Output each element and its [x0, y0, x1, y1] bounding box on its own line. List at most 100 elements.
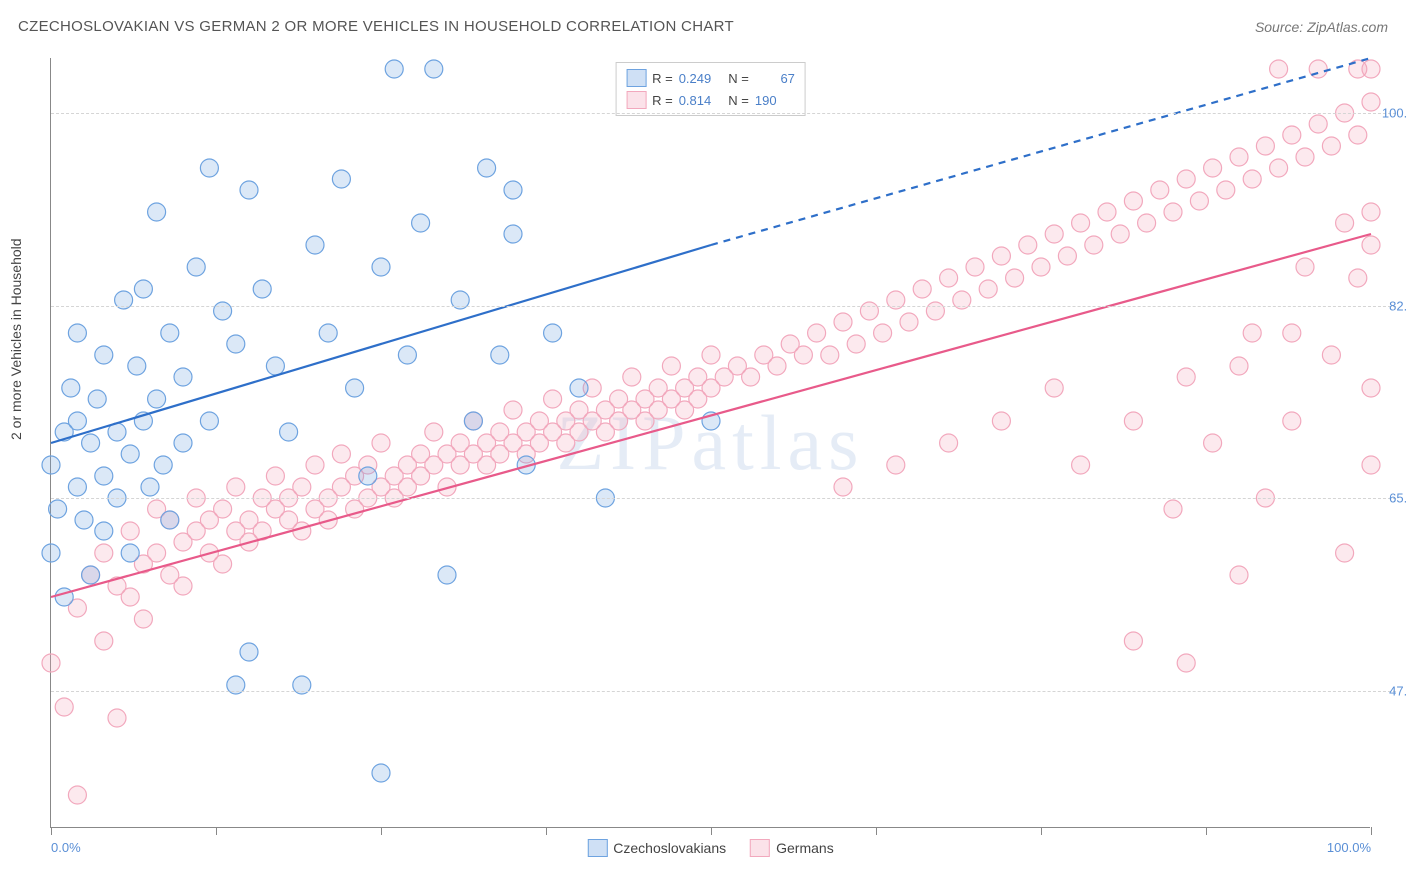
data-point	[1124, 412, 1142, 430]
data-point	[372, 764, 390, 782]
data-point	[372, 258, 390, 276]
data-point	[1190, 192, 1208, 210]
data-point	[68, 478, 86, 496]
data-point	[992, 247, 1010, 265]
data-point	[306, 236, 324, 254]
data-point	[42, 456, 60, 474]
data-point	[95, 632, 113, 650]
trend-line	[51, 234, 1371, 597]
data-point	[95, 544, 113, 562]
data-point	[1283, 412, 1301, 430]
data-point	[68, 324, 86, 342]
data-point	[1204, 159, 1222, 177]
scatter-plot-svg	[51, 58, 1370, 827]
data-point	[1124, 632, 1142, 650]
x-tick-label: 100.0%	[1327, 840, 1371, 855]
data-point	[1296, 258, 1314, 276]
data-point	[227, 478, 245, 496]
data-point	[438, 566, 456, 584]
legend-label-german: Germans	[776, 840, 834, 856]
data-point	[88, 390, 106, 408]
data-point	[1362, 203, 1380, 221]
data-point	[121, 544, 139, 562]
data-point	[1124, 192, 1142, 210]
legend-swatch-czech-icon	[587, 839, 607, 857]
data-point	[49, 500, 67, 518]
data-point	[1072, 214, 1090, 232]
y-tick-label: 100.0%	[1382, 106, 1406, 121]
data-point	[214, 500, 232, 518]
data-point	[1362, 236, 1380, 254]
data-point	[623, 368, 641, 386]
data-point	[174, 434, 192, 452]
data-point	[121, 445, 139, 463]
legend-swatch-czech	[626, 69, 646, 87]
data-point	[1151, 181, 1169, 199]
data-point	[1362, 60, 1380, 78]
data-point	[42, 654, 60, 672]
data-point	[154, 456, 172, 474]
data-point	[62, 379, 80, 397]
data-point	[1296, 148, 1314, 166]
data-point	[570, 379, 588, 397]
data-point	[68, 786, 86, 804]
data-point	[280, 423, 298, 441]
data-point	[346, 379, 364, 397]
data-point	[1243, 170, 1261, 188]
data-point	[385, 60, 403, 78]
data-point	[1230, 357, 1248, 375]
data-point	[1177, 654, 1195, 672]
data-point	[1045, 379, 1063, 397]
data-point	[847, 335, 865, 353]
data-point	[1309, 115, 1327, 133]
data-point	[148, 203, 166, 221]
data-point	[966, 258, 984, 276]
data-point	[1072, 456, 1090, 474]
data-point	[491, 346, 509, 364]
data-point	[68, 412, 86, 430]
data-point	[1256, 137, 1274, 155]
data-point	[874, 324, 892, 342]
data-point	[1270, 60, 1288, 78]
data-point	[1349, 269, 1367, 287]
data-point	[662, 357, 680, 375]
y-tick-label: 82.5%	[1389, 298, 1406, 313]
n-value-german: 190	[755, 93, 795, 108]
data-point	[1204, 434, 1222, 452]
data-point	[319, 324, 337, 342]
data-point	[121, 588, 139, 606]
data-point	[425, 60, 443, 78]
data-point	[266, 357, 284, 375]
data-point	[240, 643, 258, 661]
data-point	[82, 434, 100, 452]
data-point	[128, 357, 146, 375]
data-point	[293, 522, 311, 540]
legend-row-czech: R = 0.249 N = 67	[626, 67, 795, 89]
r-value-czech: 0.249	[679, 71, 719, 86]
r-value-german: 0.814	[679, 93, 719, 108]
data-point	[200, 412, 218, 430]
legend-label-czech: Czechoslovakians	[613, 840, 726, 856]
chart-title: CZECHOSLOVAKIAN VS GERMAN 2 OR MORE VEHI…	[18, 18, 734, 35]
legend-row-german: R = 0.814 N = 190	[626, 89, 795, 111]
data-point	[1283, 324, 1301, 342]
data-point	[95, 346, 113, 364]
data-point	[1085, 236, 1103, 254]
data-point	[1019, 236, 1037, 254]
data-point	[1138, 214, 1156, 232]
data-point	[253, 280, 271, 298]
data-point	[134, 280, 152, 298]
data-point	[134, 610, 152, 628]
source-label: Source: ZipAtlas.com	[1255, 19, 1388, 35]
data-point	[768, 357, 786, 375]
data-point	[55, 698, 73, 716]
data-point	[979, 280, 997, 298]
data-point	[174, 577, 192, 595]
data-point	[900, 313, 918, 331]
data-point	[293, 478, 311, 496]
data-point	[1230, 566, 1248, 584]
data-point	[1217, 181, 1235, 199]
data-point	[372, 434, 390, 452]
data-point	[240, 181, 258, 199]
data-point	[108, 709, 126, 727]
